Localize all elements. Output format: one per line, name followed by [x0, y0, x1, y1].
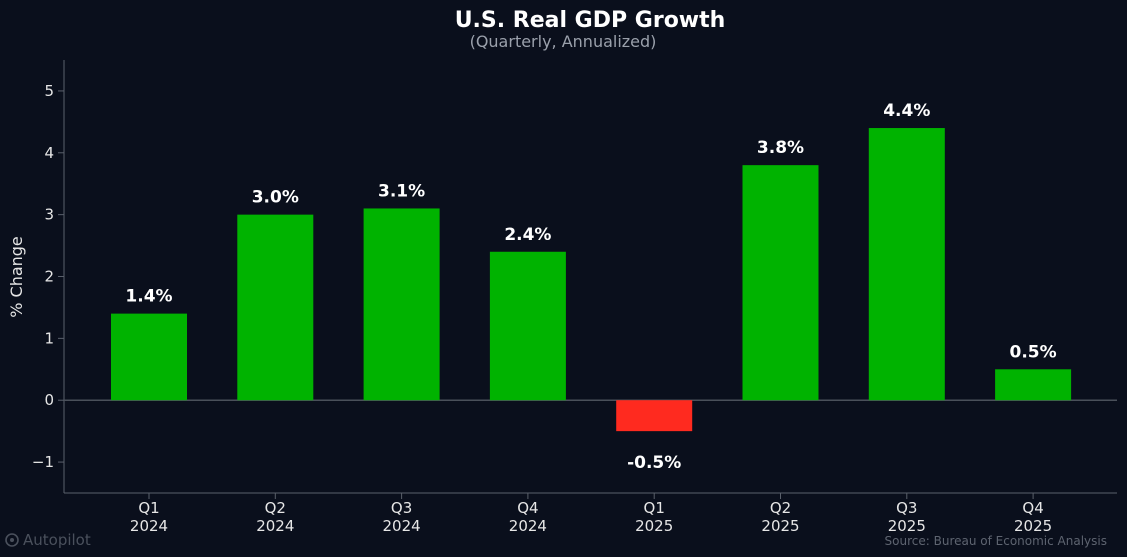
watermark: Autopilot — [5, 531, 91, 549]
x-tick-label: Q4 2025 — [1014, 499, 1052, 535]
data-label: -0.5% — [627, 453, 681, 473]
data-label: 3.8% — [757, 138, 804, 158]
axes-layer: −1 0 1 2 3 4 5 Q1 2024 Q2 2024 Q3 2024 Q4 2024 Q1 2025 Q2… — [32, 60, 1117, 535]
x-tick-label: Q1 2024 — [130, 499, 168, 535]
bars-layer — [111, 128, 1072, 432]
x-tick-label: Q2 2025 — [761, 499, 799, 535]
x-tick-label: Q1 2025 — [635, 499, 673, 535]
autopilot-logo-icon — [5, 533, 19, 547]
labels-layer: 1.4% 3.0% 3.1% 2.4% -0.5% 3.8% 4.4% 0.5% — [125, 101, 1056, 473]
x-tick-label: Q3 2025 — [888, 499, 926, 535]
x-tick-label: Q3 2024 — [383, 499, 421, 535]
bar — [111, 313, 187, 401]
y-axis-label: % Change — [7, 236, 26, 318]
bar — [742, 165, 819, 401]
y-tick-label: −1 — [32, 453, 54, 471]
x-tick-label: Q4 2024 — [509, 499, 547, 535]
watermark-text: Autopilot — [23, 531, 91, 549]
bar — [237, 214, 314, 401]
data-label: 4.4% — [883, 101, 930, 121]
bar — [995, 369, 1072, 401]
y-tick-label: 1 — [44, 329, 54, 347]
chart-title: U.S. Real GDP Growth — [455, 8, 726, 33]
bar — [868, 128, 945, 401]
data-label: 3.0% — [252, 188, 299, 208]
bar — [489, 251, 566, 401]
source-note: Source: Bureau of Economic Analysis — [885, 534, 1107, 548]
data-label: 2.4% — [504, 225, 551, 245]
data-label: 0.5% — [1010, 342, 1057, 362]
y-tick-label: 0 — [44, 391, 54, 409]
chart-subtitle: (Quarterly, Annualized) — [470, 32, 657, 51]
bar — [616, 400, 693, 432]
data-label: 3.1% — [378, 181, 425, 201]
y-tick-label: 3 — [44, 206, 54, 224]
y-tick-label: 2 — [44, 268, 54, 286]
y-tick-label: 4 — [44, 144, 54, 162]
x-tick-label: Q2 2024 — [256, 499, 294, 535]
y-tick-label: 5 — [44, 82, 54, 100]
data-label: 1.4% — [125, 287, 172, 307]
bar — [363, 208, 440, 401]
